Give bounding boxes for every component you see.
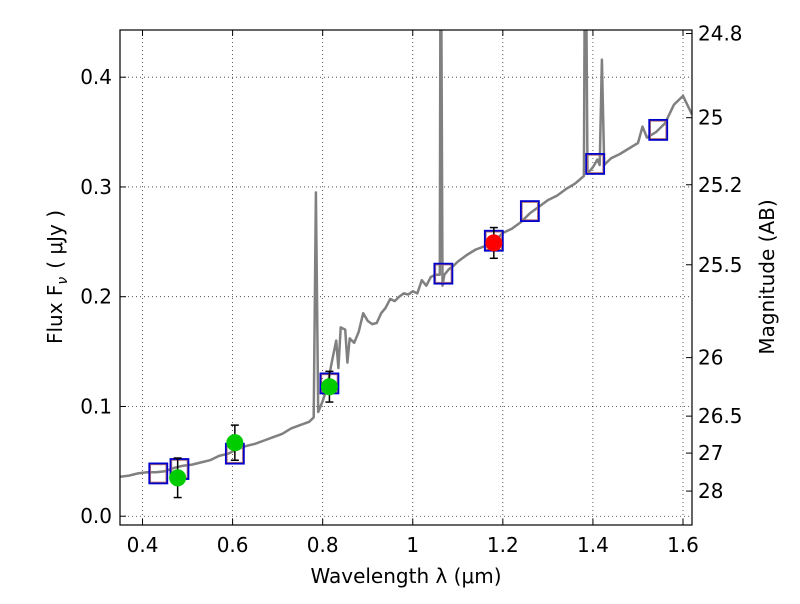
y-axis-label-group: Flux Fν ( μJy )	[43, 210, 71, 344]
y2-tick-label: 24.8	[698, 22, 743, 46]
y2-tick-label: 25.5	[698, 253, 743, 277]
model-box-inner	[586, 154, 604, 174]
y-tick-label: 0.0	[80, 504, 112, 528]
x-axis-label: Wavelength λ (μm)	[310, 564, 501, 588]
x-tick-label: 0.6	[217, 533, 249, 557]
y-axis-label-sub: ν	[55, 277, 71, 285]
y-tick-label: 0.4	[80, 65, 112, 89]
y2-tick-label: 26	[698, 346, 723, 370]
y-tick-label: 0.1	[80, 394, 112, 418]
y-tick-label: 0.2	[80, 285, 112, 309]
y2-tick-label: 28	[698, 479, 723, 503]
model-box-marker	[148, 462, 169, 485]
y2-axis-label: Magnitude (AB)	[755, 199, 779, 354]
y2-tick-label: 25.2	[698, 173, 743, 197]
y-tick-label: 0.3	[80, 175, 112, 199]
x-tick-label: 0.8	[307, 533, 339, 557]
tick-layer: 0.4 0.6 0.8 1 1.2 1.4 1.6 0.0 0.1 0.2 0.3 0.4 24.8 25…	[80, 22, 742, 557]
green-data-point	[226, 434, 244, 452]
grid-layer	[120, 30, 692, 525]
x-tick-label: 1	[406, 533, 419, 557]
y2-tick-label: 25	[698, 106, 723, 130]
green-data-point	[320, 378, 338, 396]
model-box-inner	[149, 463, 168, 484]
y2-tick-label: 27	[698, 441, 723, 465]
x-tick-label: 1.6	[667, 533, 699, 557]
model-box-inner	[521, 201, 539, 221]
y-axis-label-unit: ( μJy )	[43, 210, 67, 269]
model-box-marker	[648, 118, 669, 141]
x-tick-label: 1.4	[577, 533, 609, 557]
x-tick-label: 0.4	[127, 533, 159, 557]
green-data-point	[169, 469, 187, 487]
y2-tick-label: 26.5	[698, 404, 743, 428]
red-data-point	[485, 234, 503, 252]
data-layer	[120, 30, 692, 499]
spectrum-line	[120, 30, 692, 478]
model-box-inner	[649, 120, 667, 140]
model-box-marker	[433, 262, 454, 285]
x-tick-label: 1.2	[487, 533, 519, 557]
model-box-marker	[585, 153, 606, 175]
model-box-inner	[434, 263, 453, 284]
y-axis-label-main: Flux F	[43, 285, 67, 344]
y-axis-label: Flux Fν ( μJy )	[43, 210, 71, 344]
plot-frame	[119, 29, 693, 526]
model-box-marker	[519, 200, 540, 222]
